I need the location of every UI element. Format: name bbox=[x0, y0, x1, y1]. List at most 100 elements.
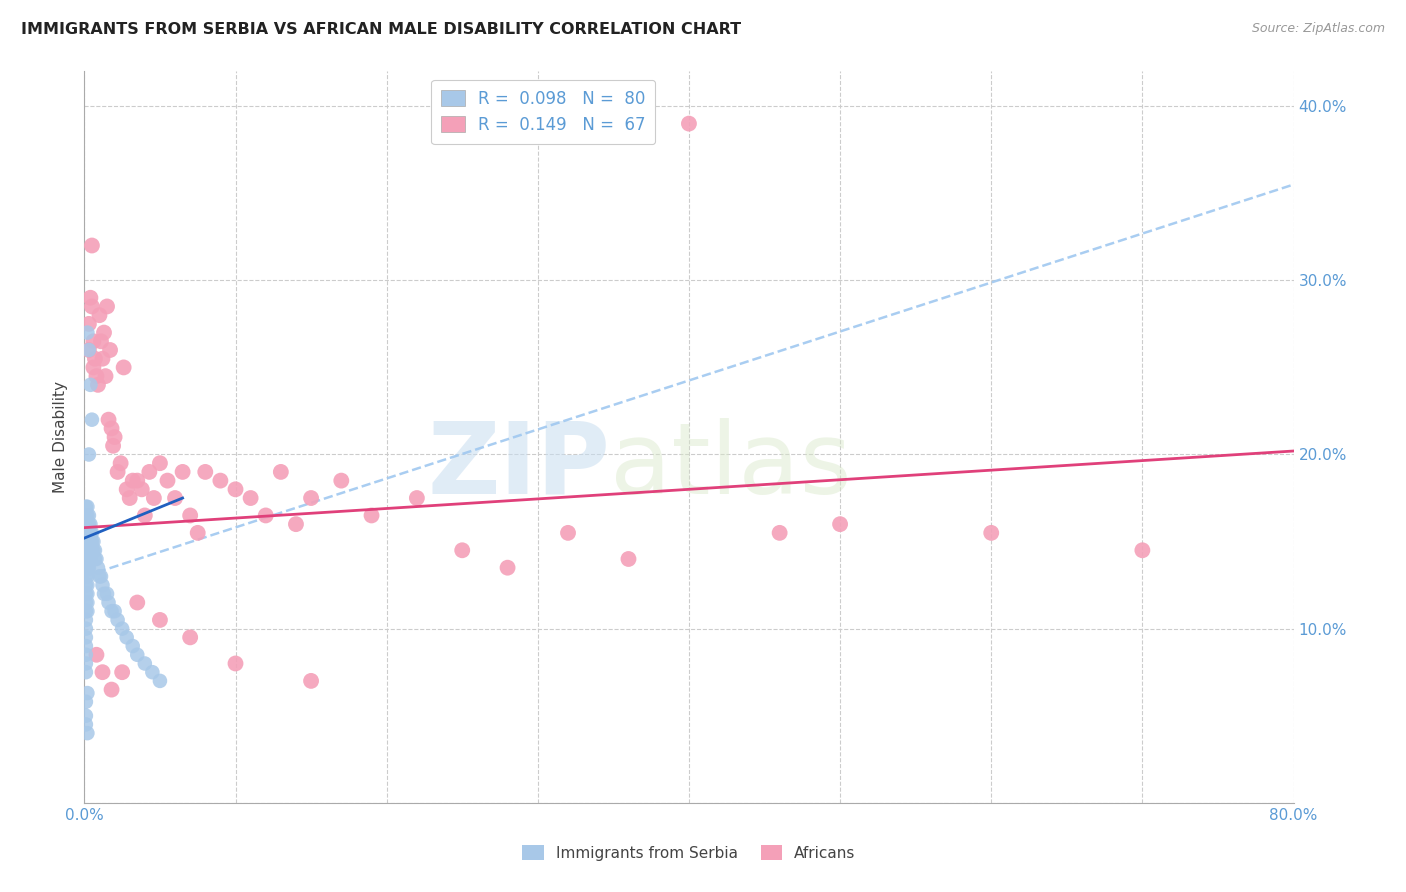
Point bbox=[187, 525, 209, 540]
Point bbox=[77, 534, 100, 549]
Point bbox=[149, 673, 172, 688]
Point bbox=[75, 587, 97, 601]
Point bbox=[451, 543, 474, 558]
Point bbox=[75, 534, 97, 549]
Point bbox=[75, 622, 97, 636]
Point bbox=[86, 552, 108, 566]
Point bbox=[121, 474, 143, 488]
Point bbox=[77, 508, 100, 523]
Point bbox=[149, 456, 172, 470]
Point bbox=[138, 465, 160, 479]
Point bbox=[149, 613, 172, 627]
Point bbox=[90, 334, 112, 349]
Point bbox=[77, 543, 100, 558]
Point bbox=[617, 552, 640, 566]
Point bbox=[77, 560, 100, 574]
Text: IMMIGRANTS FROM SERBIA VS AFRICAN MALE DISABILITY CORRELATION CHART: IMMIGRANTS FROM SERBIA VS AFRICAN MALE D… bbox=[21, 22, 741, 37]
Point bbox=[131, 483, 153, 497]
Point bbox=[80, 543, 103, 558]
Point bbox=[1130, 543, 1153, 558]
Text: atlas: atlas bbox=[610, 417, 852, 515]
Legend: Immigrants from Serbia, Africans: Immigrants from Serbia, Africans bbox=[515, 838, 863, 868]
Point bbox=[91, 578, 114, 592]
Point bbox=[121, 639, 143, 653]
Point bbox=[75, 657, 97, 671]
Point bbox=[76, 578, 98, 592]
Point bbox=[104, 430, 127, 444]
Point bbox=[75, 631, 97, 645]
Point bbox=[75, 500, 97, 514]
Point bbox=[87, 560, 110, 574]
Point bbox=[91, 665, 114, 680]
Point bbox=[86, 369, 108, 384]
Point bbox=[82, 534, 104, 549]
Point bbox=[980, 525, 1002, 540]
Point bbox=[77, 448, 100, 462]
Point bbox=[76, 534, 98, 549]
Point bbox=[179, 508, 201, 523]
Point bbox=[79, 377, 101, 392]
Point bbox=[110, 456, 132, 470]
Point bbox=[142, 491, 165, 505]
Point bbox=[77, 343, 100, 357]
Point bbox=[89, 569, 111, 583]
Point bbox=[82, 334, 104, 349]
Point bbox=[96, 300, 118, 314]
Point bbox=[76, 569, 98, 583]
Point bbox=[82, 360, 104, 375]
Point bbox=[94, 369, 117, 384]
Point bbox=[79, 291, 101, 305]
Point bbox=[93, 326, 115, 340]
Point bbox=[89, 308, 111, 322]
Y-axis label: Male Disability: Male Disability bbox=[53, 381, 69, 493]
Point bbox=[76, 552, 98, 566]
Point bbox=[82, 543, 104, 558]
Point bbox=[830, 517, 852, 532]
Point bbox=[75, 595, 97, 609]
Point bbox=[496, 560, 519, 574]
Point bbox=[406, 491, 429, 505]
Text: ZIP: ZIP bbox=[427, 417, 610, 515]
Point bbox=[80, 525, 103, 540]
Point bbox=[285, 517, 308, 532]
Point bbox=[75, 525, 97, 540]
Point bbox=[75, 695, 97, 709]
Point bbox=[118, 491, 141, 505]
Point bbox=[84, 351, 107, 366]
Point bbox=[299, 673, 322, 688]
Point bbox=[100, 604, 122, 618]
Point bbox=[75, 648, 97, 662]
Point bbox=[111, 622, 134, 636]
Point bbox=[76, 500, 98, 514]
Point bbox=[75, 639, 97, 653]
Point bbox=[84, 543, 107, 558]
Point bbox=[75, 552, 97, 566]
Point bbox=[80, 534, 103, 549]
Point bbox=[270, 465, 292, 479]
Point bbox=[254, 508, 277, 523]
Point bbox=[75, 665, 97, 680]
Point bbox=[75, 604, 97, 618]
Point bbox=[96, 587, 118, 601]
Point bbox=[76, 587, 98, 601]
Point bbox=[134, 657, 156, 671]
Point bbox=[75, 508, 97, 523]
Point bbox=[330, 474, 353, 488]
Point bbox=[79, 534, 101, 549]
Point bbox=[156, 474, 179, 488]
Point bbox=[76, 543, 98, 558]
Point bbox=[98, 343, 121, 357]
Point bbox=[80, 238, 103, 252]
Point bbox=[80, 300, 103, 314]
Point bbox=[75, 517, 97, 532]
Point bbox=[80, 412, 103, 426]
Point bbox=[360, 508, 382, 523]
Point bbox=[557, 525, 579, 540]
Point bbox=[101, 439, 124, 453]
Point bbox=[172, 465, 194, 479]
Point bbox=[678, 117, 700, 131]
Point bbox=[127, 648, 149, 662]
Point bbox=[75, 613, 97, 627]
Point bbox=[84, 552, 107, 566]
Point bbox=[77, 317, 100, 331]
